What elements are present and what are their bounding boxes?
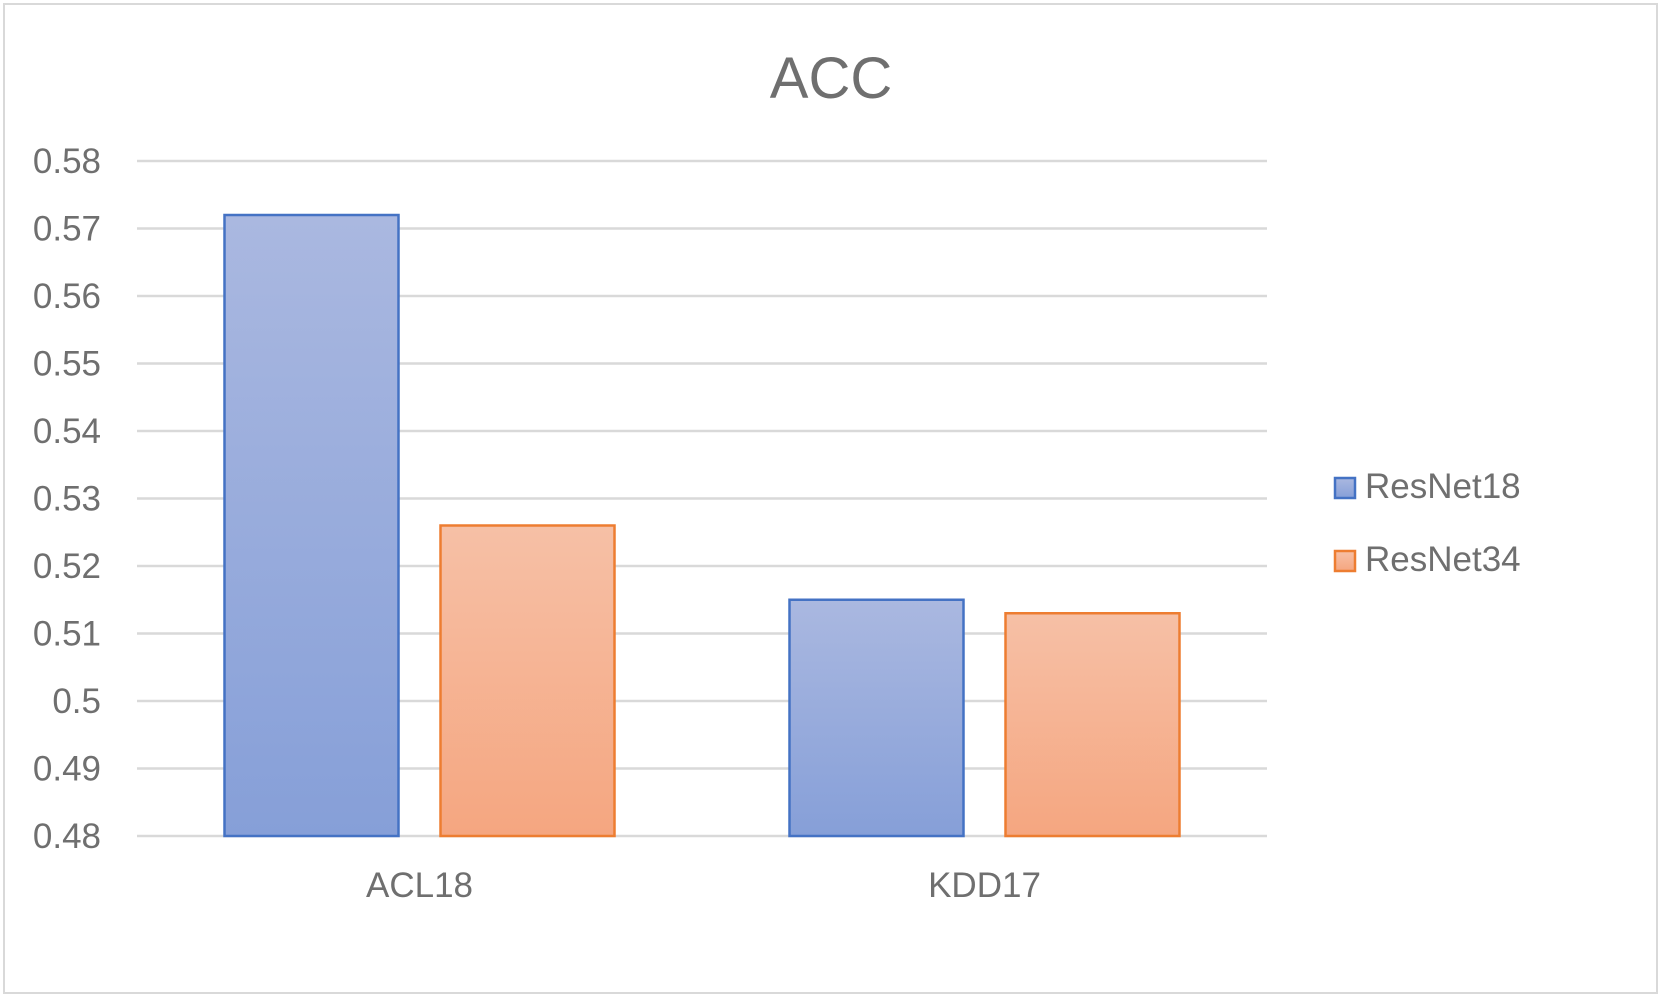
legend-swatch-resnet34 bbox=[1333, 549, 1357, 573]
chart-title: ACC bbox=[770, 46, 892, 111]
y-tick-label: 0.48 bbox=[33, 817, 101, 856]
x-axis-categories: ACL18 KDD17 bbox=[366, 866, 1041, 905]
y-tick-label: 0.55 bbox=[33, 345, 101, 384]
legend-label-resnet18: ResNet18 bbox=[1365, 467, 1521, 506]
y-tick-label: 0.53 bbox=[33, 480, 101, 519]
x-category-label: KDD17 bbox=[928, 866, 1041, 905]
legend-label-resnet34: ResNet34 bbox=[1365, 540, 1521, 579]
y-tick-label: 0.57 bbox=[33, 210, 101, 249]
legend-swatch-resnet18 bbox=[1333, 476, 1357, 500]
y-tick-label: 0.49 bbox=[33, 750, 101, 789]
y-axis-ticks: 0.48 0.49 0.5 0.51 0.52 0.53 0.54 0.55 0.56 0.57 0… bbox=[33, 142, 101, 856]
bar-resnet34-acl18 bbox=[439, 524, 616, 838]
y-tick-label: 0.52 bbox=[33, 547, 101, 586]
y-tick-label: 0.5 bbox=[52, 682, 101, 721]
legend: ResNet18 ResNet34 bbox=[1333, 467, 1521, 579]
bar-resnet18-acl18 bbox=[223, 213, 400, 838]
bar-resnet18-kdd17 bbox=[788, 598, 965, 838]
y-tick-label: 0.54 bbox=[33, 412, 101, 451]
y-tick-label: 0.58 bbox=[33, 142, 101, 181]
y-tick-label: 0.56 bbox=[33, 277, 101, 316]
x-category-label: ACL18 bbox=[366, 866, 473, 905]
bar-resnet34-kdd17 bbox=[1004, 612, 1181, 838]
y-tick-label: 0.51 bbox=[33, 615, 101, 654]
bars bbox=[223, 213, 1181, 838]
